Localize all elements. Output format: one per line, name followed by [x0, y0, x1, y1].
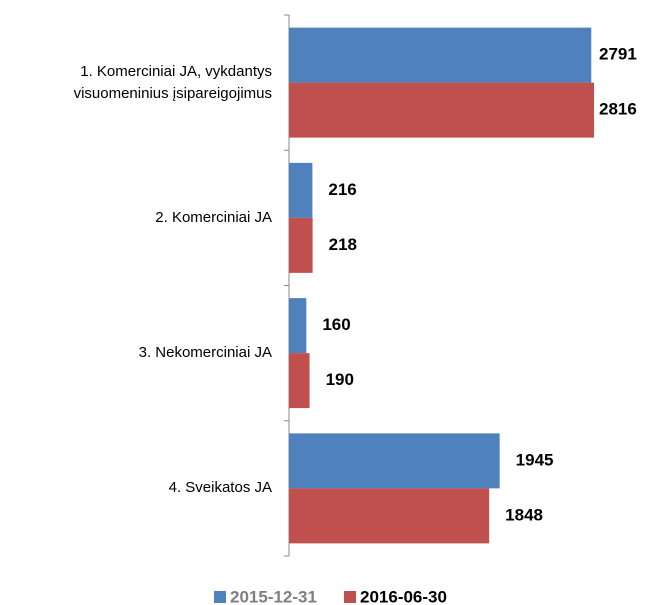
bar	[289, 353, 310, 409]
legend-label: 2015-12-31	[230, 587, 317, 605]
bar	[289, 433, 500, 489]
bar	[289, 217, 313, 273]
data-label: 2816	[599, 100, 637, 119]
category-label: 2. Komerciniai JA	[155, 208, 272, 226]
data-label: 2791	[599, 45, 637, 64]
bar	[289, 162, 313, 218]
data-label: 190	[326, 370, 354, 389]
data-label: 160	[322, 315, 350, 334]
category-label: 1. Komerciniai JA, vykdantys visuomenini…	[73, 62, 272, 102]
legend-swatch	[214, 591, 226, 603]
bar	[289, 488, 490, 544]
bar	[289, 82, 594, 138]
category-label: 3. Nekomerciniai JA	[138, 344, 272, 362]
bar	[289, 298, 307, 354]
data-label: 218	[329, 235, 357, 254]
category-label: 4. Sveikatos JA	[168, 479, 272, 497]
data-label: 216	[328, 180, 356, 199]
legend-swatch	[344, 591, 356, 603]
data-label: 1848	[505, 505, 543, 524]
bar	[289, 27, 592, 83]
legend-label: 2016-06-30	[360, 587, 447, 605]
data-label: 1945	[516, 450, 554, 469]
